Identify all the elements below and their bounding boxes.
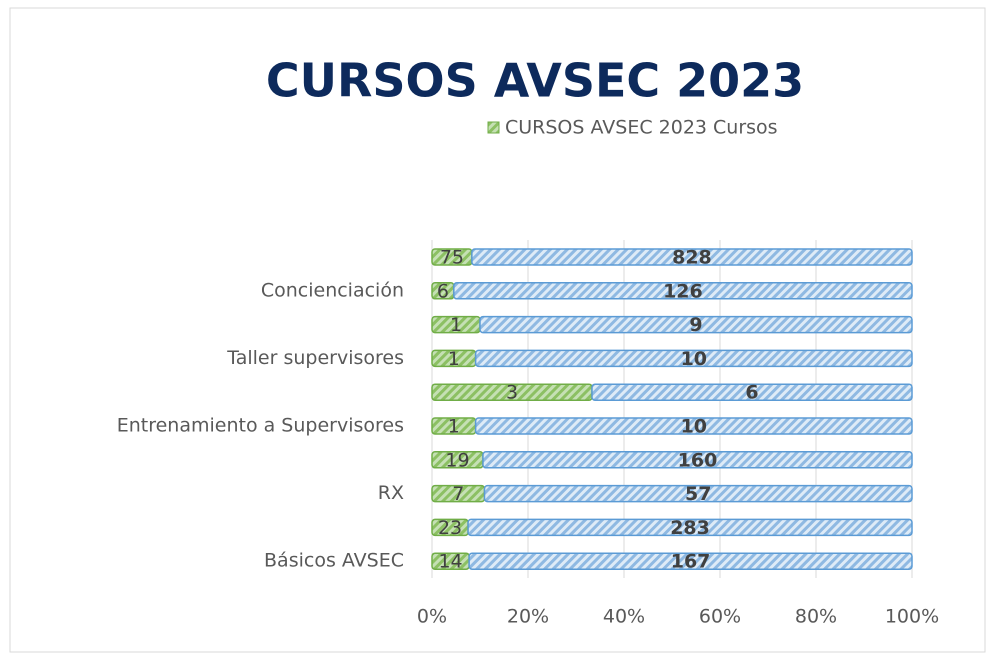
data-label: 283 [670,517,710,539]
bar-segment [482,451,913,469]
x-tick-label: 40% [603,606,645,628]
data-label: 14 [438,551,462,573]
legend-swatch [487,121,500,134]
data-label: 1 [450,314,462,336]
data-label: 6 [437,280,449,302]
data-label: 75 [440,247,464,269]
data-label: 23 [438,517,462,539]
x-tick-label: 0% [417,606,447,628]
data-label: 126 [663,280,703,302]
y-tick-label: Taller supervisores [226,347,404,369]
data-label: 1 [448,348,460,370]
y-tick-label: RX [378,482,404,504]
data-label: 10 [681,348,707,370]
data-label: 6 [745,382,758,404]
data-label: 828 [672,247,712,269]
bar-segment [483,484,913,503]
x-tick-label: 20% [507,606,549,628]
bar-segment [453,282,913,300]
bar-segment [474,349,913,368]
bar-segment [474,417,913,435]
bar-segment [467,518,913,537]
y-tick-label: Concienciación [261,279,404,301]
x-tick-label: 100% [885,606,939,628]
x-tick-label: 60% [699,606,741,628]
chart-title: CURSOS AVSEC 2023 [266,54,804,108]
data-label: 1 [448,416,460,438]
data-label: 160 [678,449,718,471]
data-label: 7 [452,483,464,505]
bar-segment [471,248,913,266]
data-label: 19 [445,449,469,471]
y-tick-label: Entrenamiento a Supervisores [117,415,404,437]
data-label: 57 [685,483,711,505]
data-label: 9 [689,314,702,336]
data-label: 3 [506,382,518,404]
data-label: 167 [671,551,711,573]
bar-segment [479,315,913,334]
x-tick-label: 80% [795,606,837,628]
bar-segment [591,383,913,401]
legend-label: CURSOS AVSEC 2023 Cursos [505,117,778,139]
data-label: 10 [681,416,707,438]
bar-segment [468,552,913,570]
y-tick-label: Básicos AVSEC [264,550,404,572]
